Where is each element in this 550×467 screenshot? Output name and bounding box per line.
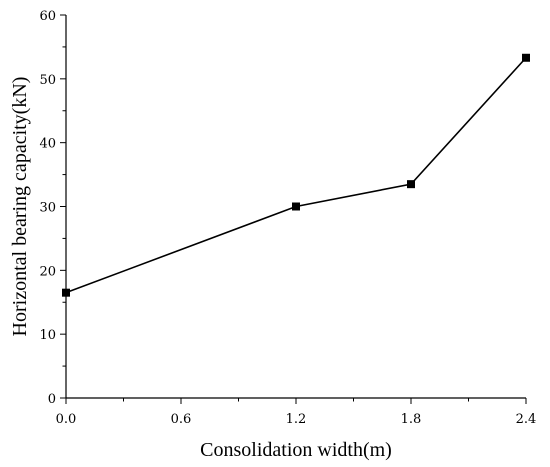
y-ticks: 0 10 20 30 40 50 60 bbox=[39, 9, 66, 407]
y-tick-label: 50 bbox=[39, 73, 56, 88]
y-tick-label: 40 bbox=[39, 137, 56, 152]
x-tick-label: 1.8 bbox=[401, 412, 422, 427]
y-tick-label: 60 bbox=[39, 9, 56, 24]
x-tick-label: 0.6 bbox=[171, 412, 192, 427]
x-tick-label: 2.4 bbox=[516, 412, 537, 427]
series-line bbox=[65, 57, 527, 294]
data-point-marker bbox=[62, 288, 70, 297]
y-tick-label: 20 bbox=[39, 264, 56, 279]
data-point-marker bbox=[522, 53, 530, 62]
y-axis-title: Horizontal bearing capacity(kN) bbox=[9, 77, 31, 337]
x-tick-label: 0.0 bbox=[56, 412, 77, 427]
y-tick-label: 0 bbox=[48, 392, 56, 407]
y-tick-label: 10 bbox=[39, 328, 56, 343]
x-ticks: 0.0 0.6 1.2 1.8 2.4 bbox=[56, 398, 537, 427]
data-point-marker bbox=[407, 180, 415, 189]
x-tick-label: 1.2 bbox=[286, 412, 307, 427]
series-group bbox=[62, 53, 530, 297]
x-axis-title: Consolidation width(m) bbox=[200, 439, 392, 461]
data-point-marker bbox=[292, 202, 300, 211]
y-tick-label: 30 bbox=[39, 201, 56, 216]
